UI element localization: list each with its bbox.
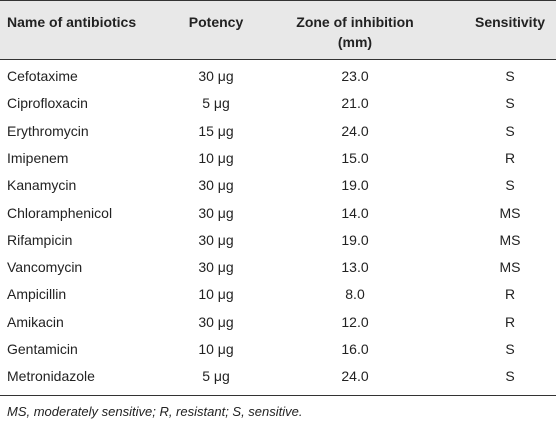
header-sensitivity: Sensitivity	[474, 14, 546, 30]
top-rule	[0, 0, 556, 1]
cell-sensitivity: R	[504, 286, 516, 302]
cell-name: Erythromycin	[7, 123, 89, 139]
cell-name: Gentamicin	[7, 341, 78, 357]
cell-potency: 30 μg	[198, 68, 234, 84]
cell-zone: 12.0	[341, 314, 369, 330]
header-zone-line2: (mm)	[337, 34, 373, 50]
cell-name: Chloramphenicol	[7, 205, 113, 221]
cell-zone: 13.0	[341, 259, 369, 275]
cell-sensitivity: MS	[499, 205, 521, 221]
cell-potency: 15 μg	[198, 123, 234, 139]
header-name: Name of antibiotics	[7, 14, 137, 30]
cell-name: Cefotaxime	[7, 68, 78, 84]
cell-sensitivity: R	[504, 150, 516, 166]
header-rule	[0, 59, 556, 60]
cell-name: Rifampicin	[7, 232, 73, 248]
table-header: Name of antibiotics Potency Zone of inhi…	[0, 0, 556, 60]
cell-potency: 30 μg	[198, 177, 234, 193]
cell-zone: 24.0	[341, 123, 369, 139]
cell-potency: 10 μg	[198, 150, 234, 166]
bottom-rule	[0, 395, 556, 396]
header-zone: Zone of inhibition (mm)	[290, 12, 420, 52]
cell-name: Metronidazole	[7, 368, 95, 384]
cell-potency: 30 μg	[198, 314, 234, 330]
cell-sensitivity: S	[505, 95, 515, 111]
cell-potency: 10 μg	[198, 341, 234, 357]
cell-name: Amikacin	[7, 314, 64, 330]
cell-zone: 21.0	[341, 95, 369, 111]
cell-zone: 23.0	[341, 68, 369, 84]
cell-sensitivity: MS	[499, 259, 521, 275]
header-potency: Potency	[188, 14, 244, 30]
cell-zone: 24.0	[341, 368, 369, 384]
cell-potency: 5 μg	[202, 368, 230, 384]
cell-name: Imipenem	[7, 150, 69, 166]
cell-zone: 14.0	[341, 205, 369, 221]
cell-potency: 10 μg	[198, 286, 234, 302]
cell-sensitivity: S	[505, 368, 515, 384]
cell-sensitivity: R	[504, 314, 516, 330]
cell-name: Vancomycin	[7, 259, 83, 275]
cell-name: Ampicillin	[7, 286, 67, 302]
cell-sensitivity: MS	[499, 232, 521, 248]
cell-sensitivity: S	[505, 177, 515, 193]
cell-name: Ciprofloxacin	[7, 95, 88, 111]
cell-zone: 19.0	[341, 177, 369, 193]
cell-potency: 30 μg	[198, 205, 234, 221]
cell-potency: 5 μg	[202, 95, 230, 111]
cell-name: Kanamycin	[7, 177, 77, 193]
cell-potency: 30 μg	[198, 259, 234, 275]
cell-zone: 16.0	[341, 341, 369, 357]
cell-sensitivity: S	[505, 123, 515, 139]
header-zone-line1: Zone of inhibition	[296, 14, 414, 30]
table-footnote: MS, moderately sensitive; R, resistant; …	[7, 404, 303, 419]
cell-zone: 15.0	[341, 150, 369, 166]
cell-sensitivity: S	[505, 341, 515, 357]
cell-sensitivity: S	[505, 68, 515, 84]
cell-zone: 19.0	[341, 232, 369, 248]
cell-zone: 8.0	[345, 286, 365, 302]
cell-potency: 30 μg	[198, 232, 234, 248]
